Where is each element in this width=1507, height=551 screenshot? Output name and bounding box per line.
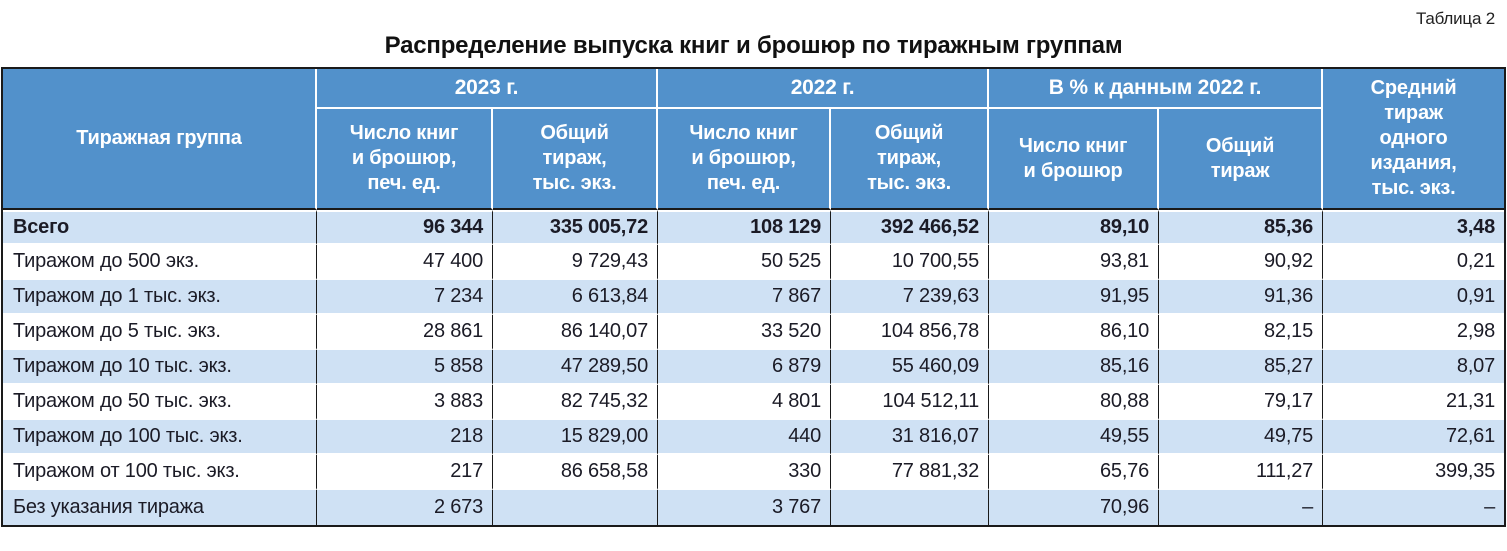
cell-value: 3 883 <box>317 385 493 420</box>
cell-value <box>831 490 990 525</box>
row-label: Тиражом до 5 тыс. экз. <box>3 315 317 350</box>
table-row: Тиражом до 500 экз. 47 400 9 729,43 50 525 1… <box>3 245 1505 280</box>
cell-value: 86 140,07 <box>493 315 659 350</box>
distribution-table: Тиражная группа 2023 г. 2022 г. В % к да… <box>1 67 1507 527</box>
cell-value: 7 239,63 <box>831 280 990 315</box>
cell-value: 335 005,72 <box>493 210 659 245</box>
cell-value: 96 344 <box>317 210 493 245</box>
cell-value: 0,91 <box>1323 280 1505 315</box>
table-row: Тиражом до 50 тыс. экз. 3 883 82 745,32 4 8… <box>3 385 1505 420</box>
table-row: Тиражом до 100 тыс. экз. 218 15 829,00 440 3… <box>3 420 1505 455</box>
cell-value: 440 <box>658 420 832 455</box>
cell-value: 6 879 <box>658 350 832 385</box>
cell-value: 90,92 <box>1159 245 1324 280</box>
header-group-row: Тиражная группа 2023 г. 2022 г. В % к да… <box>3 69 1505 210</box>
cell-value: 65,76 <box>989 455 1160 490</box>
cell-value: 86,10 <box>989 315 1160 350</box>
table-body: Всего 96 344 335 005,72 108 129 392 466,52 89… <box>3 210 1505 525</box>
cell-value: 80,88 <box>989 385 1160 420</box>
cell-value: 15 829,00 <box>493 420 659 455</box>
cell-value: 2,98 <box>1323 315 1505 350</box>
cell-value: 89,10 <box>989 210 1160 245</box>
cell-value: 77 881,32 <box>831 455 990 490</box>
cell-value: 93,81 <box>989 245 1160 280</box>
col-header-2023-total: Общий тираж, тыс. экз. <box>493 109 659 210</box>
cell-value: 79,17 <box>1159 385 1324 420</box>
cell-value: 4 801 <box>658 385 832 420</box>
cell-value: 3 767 <box>658 490 832 525</box>
row-label: Всего <box>3 210 317 245</box>
row-label: Тиражом до 10 тыс. экз. <box>3 350 317 385</box>
row-label: Тиражом до 100 тыс. экз. <box>3 420 317 455</box>
col-header-2022-total: Общий тираж, тыс. экз. <box>831 109 990 210</box>
cell-value: 47 289,50 <box>493 350 659 385</box>
cell-value: 7 867 <box>658 280 832 315</box>
cell-value: 2 673 <box>317 490 493 525</box>
page-title: Распределение выпуска книг и брошюр по т… <box>384 32 1123 59</box>
cell-value: 31 816,07 <box>831 420 990 455</box>
cell-value: 104 512,11 <box>831 385 990 420</box>
table-row: Тиражом до 1 тыс. экз. 7 234 6 613,84 7 867… <box>3 280 1505 315</box>
cell-value: – <box>1323 490 1505 525</box>
table-row: Тиражом до 5 тыс. экз. 28 861 86 140,07 33 … <box>3 315 1505 350</box>
table-row: Без указания тиража 2 673 3 767 70,96– – <box>3 490 1505 525</box>
cell-value: 10 700,55 <box>831 245 990 280</box>
col-header-pct-total: Общий тираж <box>1159 109 1324 210</box>
row-label: Тиражом до 1 тыс. экз. <box>3 280 317 315</box>
table-row: Тиражом от 100 тыс. экз. 217 86 658,58 330 7… <box>3 455 1505 490</box>
table-caption: Таблица 2 <box>1415 9 1495 28</box>
row-label: Без указания тиража <box>3 490 317 525</box>
cell-value: 3,48 <box>1323 210 1505 245</box>
cell-value: 5 858 <box>317 350 493 385</box>
cell-value: 72,61 <box>1323 420 1505 455</box>
col-group-percent-2022: В % к данным 2022 г. <box>989 69 1324 109</box>
cell-value: 217 <box>317 455 493 490</box>
cell-value: 330 <box>658 455 832 490</box>
col-header-avg-run: Средний тираж одного издания, тыс. экз. <box>1323 69 1505 210</box>
table-row: Тиражом до 10 тыс. экз. 5 858 47 289,50 6 8… <box>3 350 1505 385</box>
cell-value: 70,96 <box>989 490 1160 525</box>
cell-value: – <box>1159 490 1324 525</box>
row-label: Тиражом до 50 тыс. экз. <box>3 385 317 420</box>
cell-value: 49,75 <box>1159 420 1324 455</box>
cell-value: 85,27 <box>1159 350 1324 385</box>
cell-value: 8,07 <box>1323 350 1505 385</box>
col-header-2023-count: Число книг и брошюр, печ. ед. <box>317 109 493 210</box>
cell-value: 108 129 <box>658 210 832 245</box>
cell-value: 50 525 <box>658 245 832 280</box>
cell-value: 111,27 <box>1159 455 1324 490</box>
col-group-2023: 2023 г. <box>317 69 659 109</box>
table-header: Тиражная группа 2023 г. 2022 г. В % к да… <box>3 69 1505 210</box>
col-header-pct-count: Число книг и брошюр <box>989 109 1160 210</box>
cell-value: 0,21 <box>1323 245 1505 280</box>
cell-value <box>493 490 659 525</box>
cell-value: 85,16 <box>989 350 1160 385</box>
table-row: Всего 96 344 335 005,72 108 129 392 466,52 89… <box>3 210 1505 245</box>
cell-value: 7 234 <box>317 280 493 315</box>
cell-value: 55 460,09 <box>831 350 990 385</box>
col-group-2022: 2022 г. <box>658 69 990 109</box>
cell-value: 21,31 <box>1323 385 1505 420</box>
row-label: Тиражом от 100 тыс. экз. <box>3 455 317 490</box>
cell-value: 6 613,84 <box>493 280 659 315</box>
cell-value: 28 861 <box>317 315 493 350</box>
cell-value: 82,15 <box>1159 315 1324 350</box>
cell-value: 91,95 <box>989 280 1160 315</box>
cell-value: 218 <box>317 420 493 455</box>
col-header-tirazh-group: Тиражная группа <box>3 69 317 210</box>
col-header-2022-count: Число книг и брошюр, печ. ед. <box>658 109 832 210</box>
cell-value: 33 520 <box>658 315 832 350</box>
cell-value: 104 856,78 <box>831 315 990 350</box>
cell-value: 86 658,58 <box>493 455 659 490</box>
row-label: Тиражом до 500 экз. <box>3 245 317 280</box>
cell-value: 392 466,52 <box>831 210 990 245</box>
cell-value: 82 745,32 <box>493 385 659 420</box>
cell-value: 47 400 <box>317 245 493 280</box>
cell-value: 91,36 <box>1159 280 1324 315</box>
header-sub-row: Число книг и брошюр, печ. ед. Общий тира… <box>3 109 1504 210</box>
cell-value: 85,36 <box>1159 210 1324 245</box>
cell-value: 9 729,43 <box>493 245 659 280</box>
cell-value: 399,35 <box>1323 455 1505 490</box>
cell-value: 49,55 <box>989 420 1160 455</box>
